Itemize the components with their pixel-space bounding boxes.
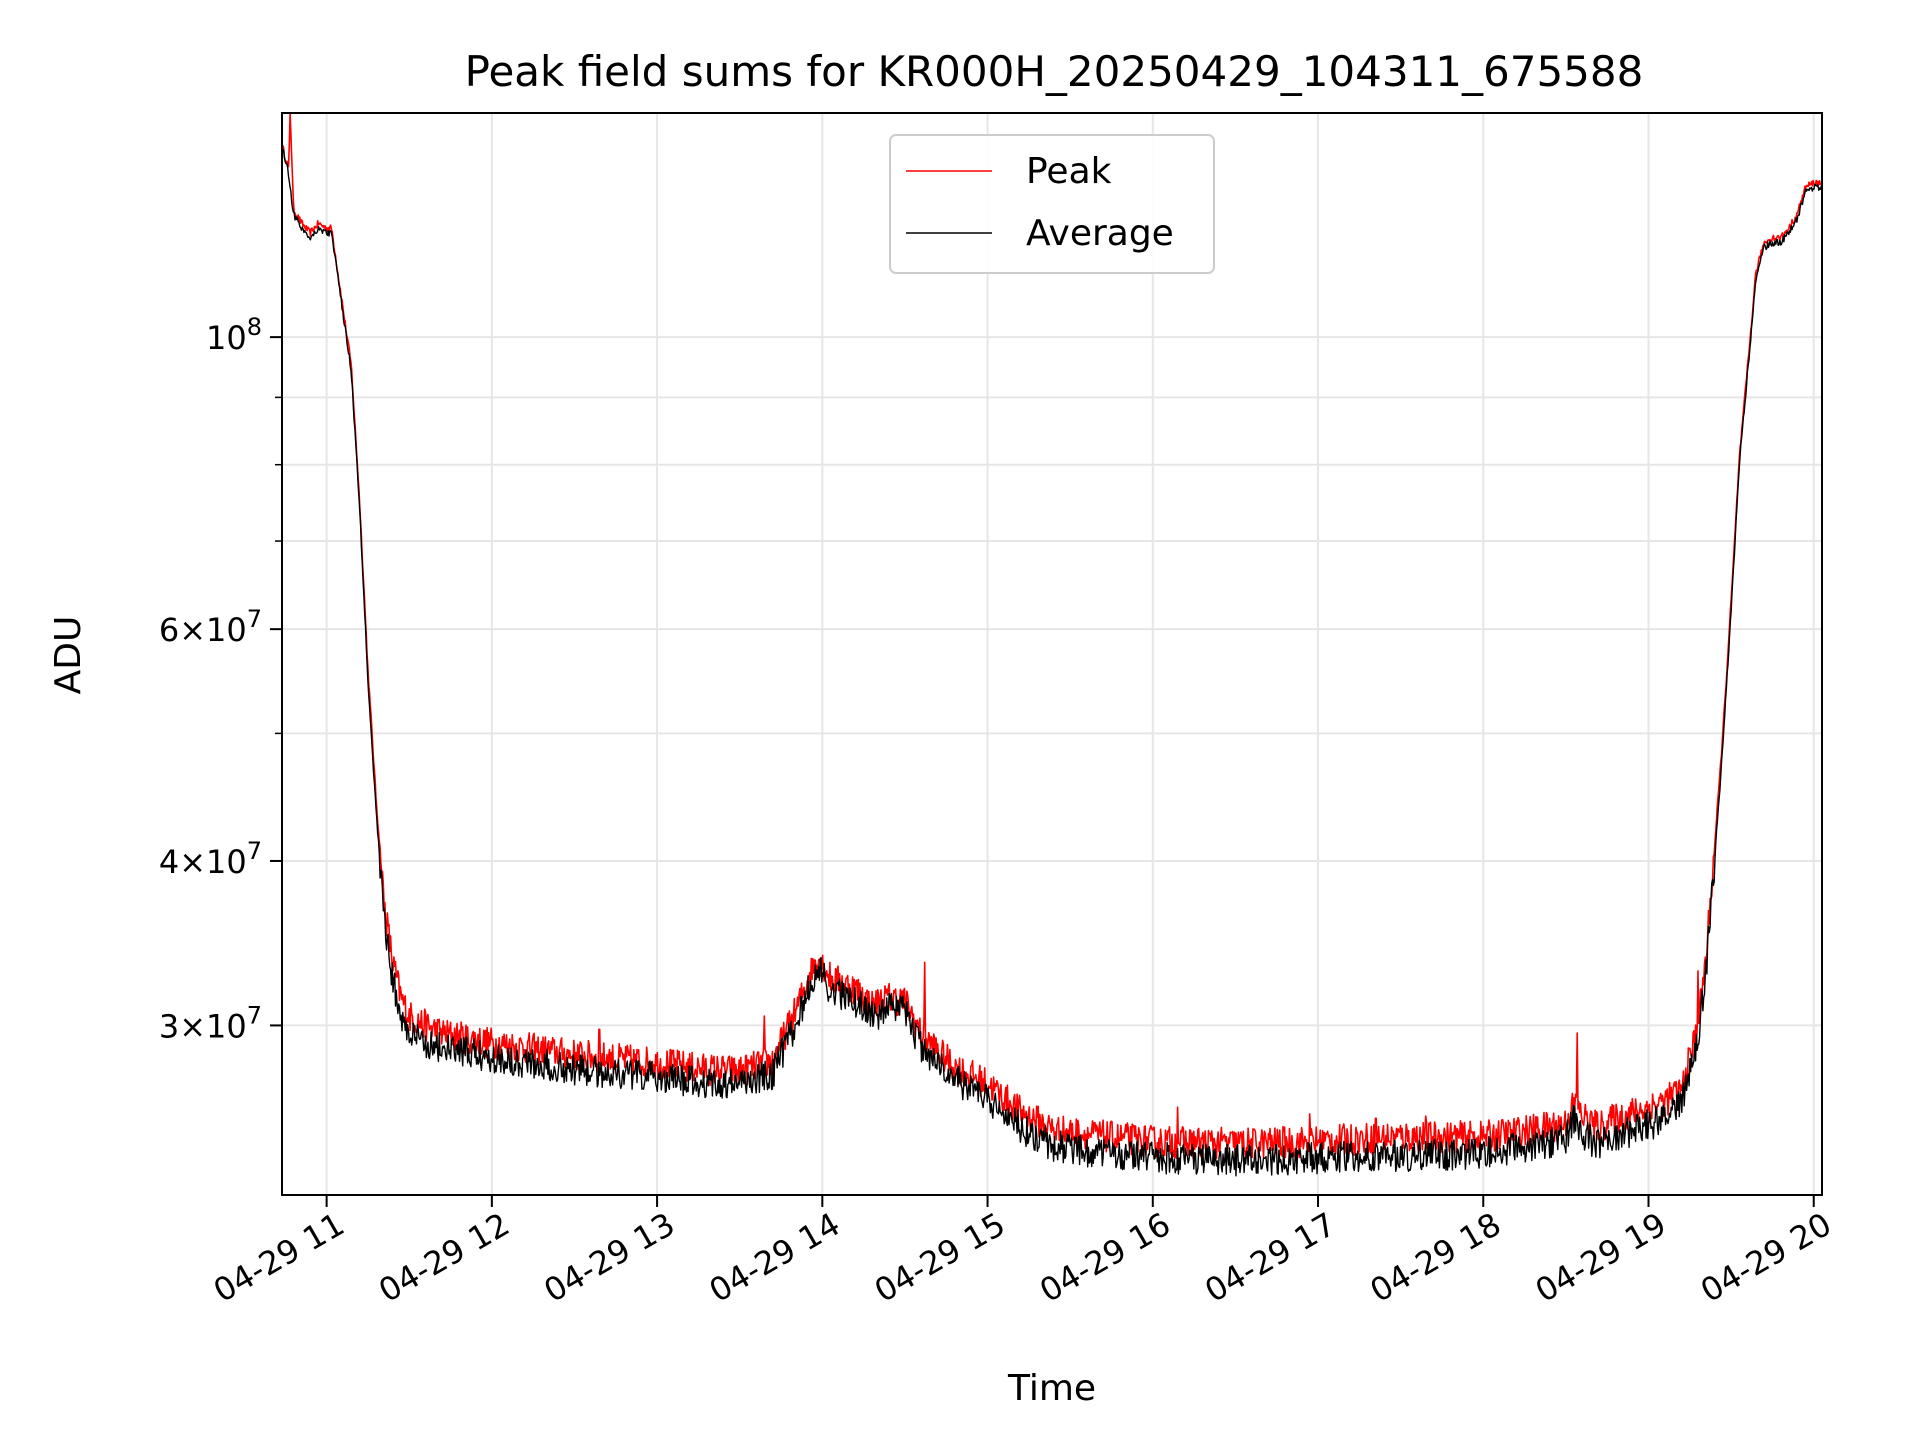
y-axis-label: ADU bbox=[48, 616, 89, 695]
legend-label-average: Average bbox=[1026, 213, 1174, 254]
x-axis-label: Time bbox=[1007, 1368, 1096, 1409]
chart-title: Peak field sums for KR000H_20250429_1043… bbox=[465, 47, 1644, 96]
y-tick-label: 6×107 bbox=[159, 605, 262, 649]
plot-frame bbox=[281, 112, 1823, 1196]
series-line-average bbox=[282, 144, 1822, 1177]
y-tick-label: 4×107 bbox=[159, 837, 262, 881]
legend-label-peak: Peak bbox=[1026, 151, 1112, 192]
grid bbox=[282, 113, 1822, 1195]
series-line-peak bbox=[282, 113, 1822, 1160]
legend-box bbox=[889, 134, 1215, 274]
y-tick-label: 3×107 bbox=[159, 1001, 262, 1045]
plot-series bbox=[282, 113, 1822, 1177]
legend: Peak Average bbox=[889, 134, 1215, 274]
